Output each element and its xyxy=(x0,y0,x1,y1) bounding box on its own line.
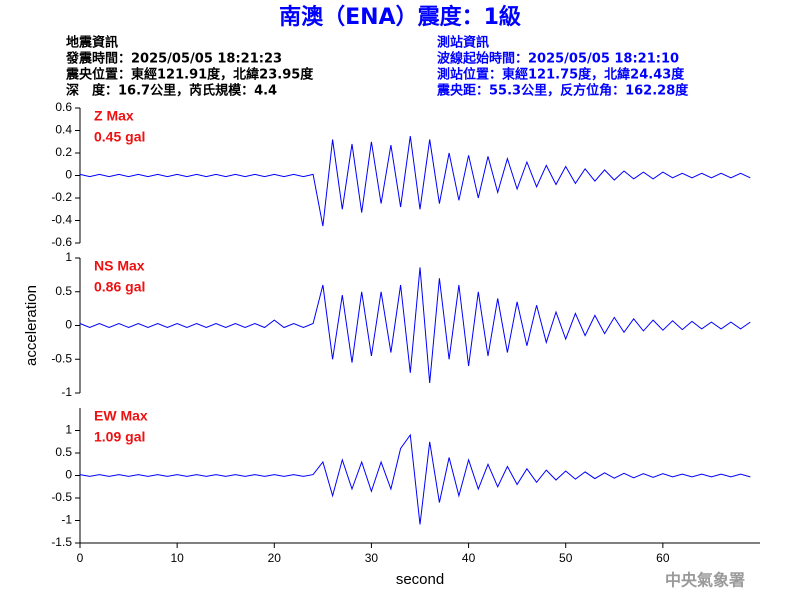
x-tick-label: 40 xyxy=(462,551,476,565)
x-tick-label: 10 xyxy=(170,551,184,565)
x-tick-label: 30 xyxy=(365,551,379,565)
y-tick-label: -1 xyxy=(61,513,72,527)
y-tick-label: 0.5 xyxy=(55,445,72,459)
y-tick-label: 0 xyxy=(65,168,72,182)
y-tick-label: -0.5 xyxy=(51,490,72,504)
max-annotation: 0.45 gal xyxy=(94,129,145,145)
max-annotation: 1.09 gal xyxy=(94,429,145,445)
info-right: 波線起始時間：2025/05/05 18:21:10 xyxy=(437,51,679,67)
y-tick-label: -1 xyxy=(61,385,72,399)
y-tick-label: 0.4 xyxy=(55,123,72,137)
max-annotation: Z Max xyxy=(94,108,134,124)
info-left: 地震資訊 xyxy=(66,35,118,51)
x-tick-label: 0 xyxy=(77,551,84,565)
y-tick-label: -1.5 xyxy=(51,535,72,549)
info-left: 深 度：16.7公里，芮氏規模：4.4 xyxy=(66,83,277,99)
max-annotation: 0.86 gal xyxy=(94,279,145,295)
y-tick-label: -0.6 xyxy=(51,235,72,249)
x-axis-label: second xyxy=(396,571,444,588)
waveform xyxy=(79,433,751,525)
info-left: 發震時間：2025/05/05 18:21:23 xyxy=(65,51,282,67)
x-tick-label: 20 xyxy=(268,551,282,565)
y-tick-label: -0.5 xyxy=(51,351,72,365)
y-tick-label: 0 xyxy=(65,468,72,482)
y-axis-label: acceleration xyxy=(23,285,40,366)
footer: 中央氣象署 xyxy=(665,571,745,590)
waveform xyxy=(79,136,751,227)
x-tick-label: 50 xyxy=(559,551,573,565)
y-tick-label: 1 xyxy=(65,423,72,437)
max-annotation: NS Max xyxy=(94,258,145,274)
info-left: 震央位置：東經121.91度，北緯23.95度 xyxy=(65,67,314,83)
max-annotation: EW Max xyxy=(94,408,148,424)
info-right: 震央距：55.3公里，反方位角：162.28度 xyxy=(436,83,689,99)
y-tick-label: -0.2 xyxy=(51,190,72,204)
y-tick-label: 0.5 xyxy=(55,284,72,298)
title: 南澳（ENA）震度：1級 xyxy=(279,4,521,30)
y-tick-label: 0 xyxy=(65,318,72,332)
y-tick-label: -0.4 xyxy=(51,213,72,227)
waveform xyxy=(79,267,751,383)
y-tick-label: 0.2 xyxy=(55,145,72,159)
info-right: 測站位置：東經121.75度，北緯24.43度 xyxy=(437,67,685,83)
y-tick-label: 1 xyxy=(65,250,72,264)
y-tick-label: 0.6 xyxy=(55,100,72,114)
x-tick-label: 60 xyxy=(656,551,670,565)
info-right: 測站資訊 xyxy=(437,35,489,51)
